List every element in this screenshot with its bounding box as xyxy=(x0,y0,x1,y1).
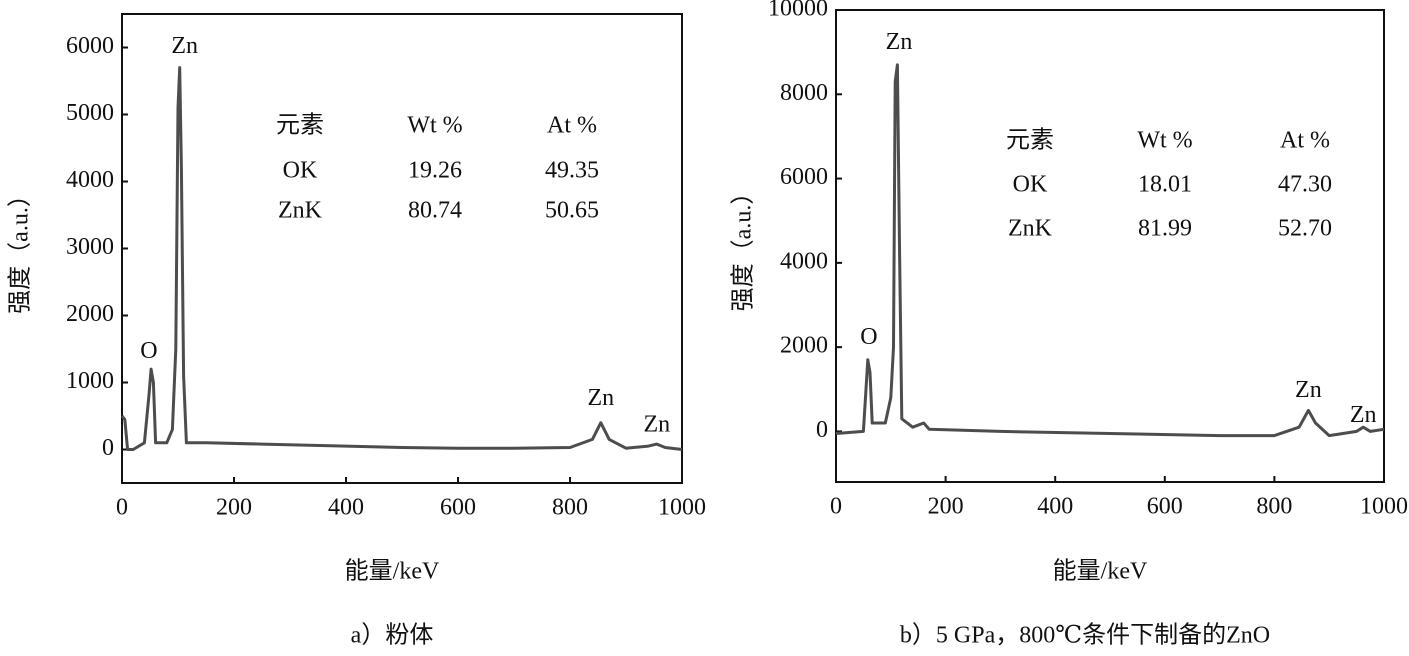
table-header: At % xyxy=(1280,128,1330,154)
y-tick-label: 2000 xyxy=(66,301,114,327)
table-header: At % xyxy=(547,113,597,139)
y-tick-label: 4000 xyxy=(780,248,828,274)
table-header: 元素 xyxy=(276,112,324,139)
table-cell: 81.99 xyxy=(1138,216,1192,242)
x-tick-label: 400 xyxy=(1037,494,1073,520)
table-cell: ZnK xyxy=(1008,216,1053,242)
y-tick-label: 8000 xyxy=(780,80,828,106)
peak-label: Zn xyxy=(1350,402,1377,428)
y-tick-label: 0 xyxy=(102,435,114,461)
y-tick-label: 0 xyxy=(816,417,828,443)
x-tick-label: 0 xyxy=(116,495,128,521)
x-axis-label: 能量/keV xyxy=(1053,558,1148,585)
y-tick-label: 6000 xyxy=(66,33,114,59)
x-tick-label: 600 xyxy=(440,495,476,521)
x-tick-label: 400 xyxy=(328,495,364,521)
table-header: Wt % xyxy=(407,113,462,139)
y-tick-label: 2000 xyxy=(780,333,828,359)
y-tick-label: 6000 xyxy=(780,164,828,190)
table-cell: OK xyxy=(1013,172,1048,198)
table-cell: 49.35 xyxy=(545,158,599,184)
y-axis-label: 强度（a.u.） xyxy=(7,183,34,314)
y-tick-label: 4000 xyxy=(66,167,114,193)
table-cell: 52.70 xyxy=(1278,216,1332,242)
x-tick-label: 200 xyxy=(216,495,252,521)
peak-label: Zn xyxy=(171,33,198,59)
peak-label: Zn xyxy=(886,29,913,55)
plot-frame xyxy=(121,13,683,484)
table-header: Wt % xyxy=(1137,128,1192,154)
caption: b）5 GPa，800℃条件下制备的ZnO xyxy=(900,622,1270,649)
y-tick-label: 1000 xyxy=(66,368,114,394)
x-tick-label: 200 xyxy=(928,494,964,520)
peak-label: O xyxy=(860,324,877,350)
table-cell: OK xyxy=(283,158,318,184)
table-cell: 18.01 xyxy=(1138,172,1192,198)
peak-label: Zn xyxy=(1295,377,1322,403)
plot-frame xyxy=(835,9,1385,483)
peak-label: Zn xyxy=(587,385,614,411)
spectrum-line xyxy=(835,63,1385,438)
x-tick-label: 800 xyxy=(552,495,588,521)
table-cell: 80.74 xyxy=(408,198,462,224)
y-axis-label: 强度（a.u.） xyxy=(730,181,757,312)
table-cell: 19.26 xyxy=(408,158,462,184)
caption: a）粉体 xyxy=(351,622,434,649)
x-tick-label: 1000 xyxy=(658,495,706,521)
table-cell: 50.65 xyxy=(545,198,599,224)
spectrum-line xyxy=(120,66,683,451)
y-tick-label: 10000 xyxy=(768,0,828,22)
y-tick-label: 5000 xyxy=(66,100,114,126)
y-tick-label: 3000 xyxy=(66,234,114,260)
x-tick-label: 0 xyxy=(830,494,842,520)
x-axis-label: 能量/keV xyxy=(345,558,440,585)
x-tick-label: 800 xyxy=(1256,494,1292,520)
table-header: 元素 xyxy=(1006,127,1054,154)
x-tick-label: 600 xyxy=(1147,494,1183,520)
table-cell: 47.30 xyxy=(1278,172,1332,198)
x-tick-label: 1000 xyxy=(1360,494,1408,520)
table-cell: ZnK xyxy=(278,198,323,224)
peak-label: O xyxy=(140,338,157,364)
peak-label: Zn xyxy=(643,412,670,438)
